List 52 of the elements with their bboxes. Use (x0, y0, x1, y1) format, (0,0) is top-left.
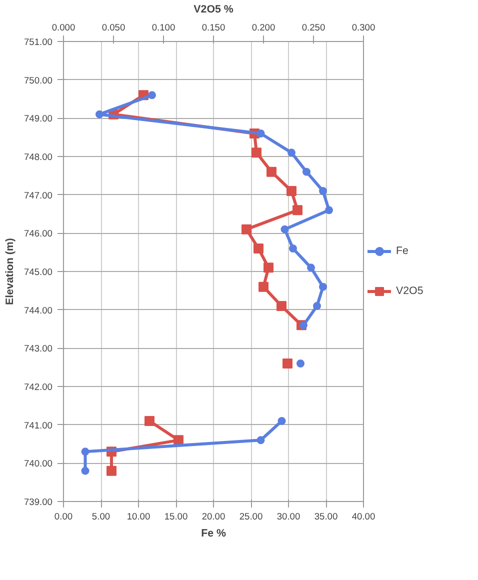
y-tick-label: 749.00 (24, 114, 52, 124)
point (300, 321, 308, 330)
x-tick-label: 0.00 (54, 512, 73, 522)
y-tick-label: 740.00 (24, 458, 52, 469)
y-tick-label: 750.00 (24, 75, 52, 86)
point (288, 148, 296, 157)
point (256, 436, 265, 444)
x-tick-label: 10.00 (126, 512, 150, 522)
y-tick-label: 742.00 (24, 382, 52, 392)
x2-tick-label: 0.150 (202, 22, 226, 32)
y-tick-label: 748.00 (24, 152, 52, 162)
x2-tick-label: 0.300 (352, 22, 376, 32)
point (81, 466, 90, 475)
x-tick-label: 15.00 (164, 512, 188, 522)
point (256, 130, 265, 138)
x-tick-label: 35.00 (314, 512, 338, 522)
point (280, 225, 289, 234)
y-tick-label: 743.00 (24, 344, 52, 354)
point (319, 187, 327, 195)
point (302, 168, 310, 176)
x2-tick-label: 0.250 (302, 22, 326, 32)
point (319, 282, 327, 291)
point (148, 91, 156, 100)
x2-tick-label: 0.050 (102, 22, 126, 32)
x-axis-title: Fe % (201, 528, 226, 540)
x2-tick-label: 0.200 (252, 22, 276, 32)
point (296, 360, 304, 368)
x-tick-label: 30.00 (276, 512, 300, 522)
point (96, 110, 104, 118)
y-tick-label: 746.00 (24, 228, 52, 239)
y-axis-title: Elevation (m) (4, 238, 16, 305)
x-tick-label: 20.00 (202, 512, 226, 522)
x-tick-label: 25.00 (239, 512, 263, 522)
y-tick-label: 751.00 (24, 37, 52, 47)
y-tick-label: 745.00 (24, 267, 52, 277)
y-tick-label: 747.00 (24, 190, 52, 200)
point (81, 448, 90, 456)
x-tick-label: 5.00 (92, 512, 110, 522)
x2-tick-label: 0.000 (52, 22, 76, 32)
point (307, 264, 315, 272)
y-tick-label: 741.00 (24, 420, 52, 430)
legend-label: Fe (396, 245, 410, 257)
point (325, 206, 333, 214)
x2-axis-title: V2O5 % (194, 4, 234, 16)
point (289, 244, 297, 252)
y-tick-label: 739.00 (24, 497, 52, 507)
point (313, 302, 321, 310)
y-tick-label: 744.00 (24, 305, 52, 316)
x-tick-label: 40.00 (352, 512, 376, 522)
point (278, 417, 286, 425)
x2-tick-label: 0.100 (152, 22, 176, 32)
legend-label: V2O5 (396, 285, 424, 297)
